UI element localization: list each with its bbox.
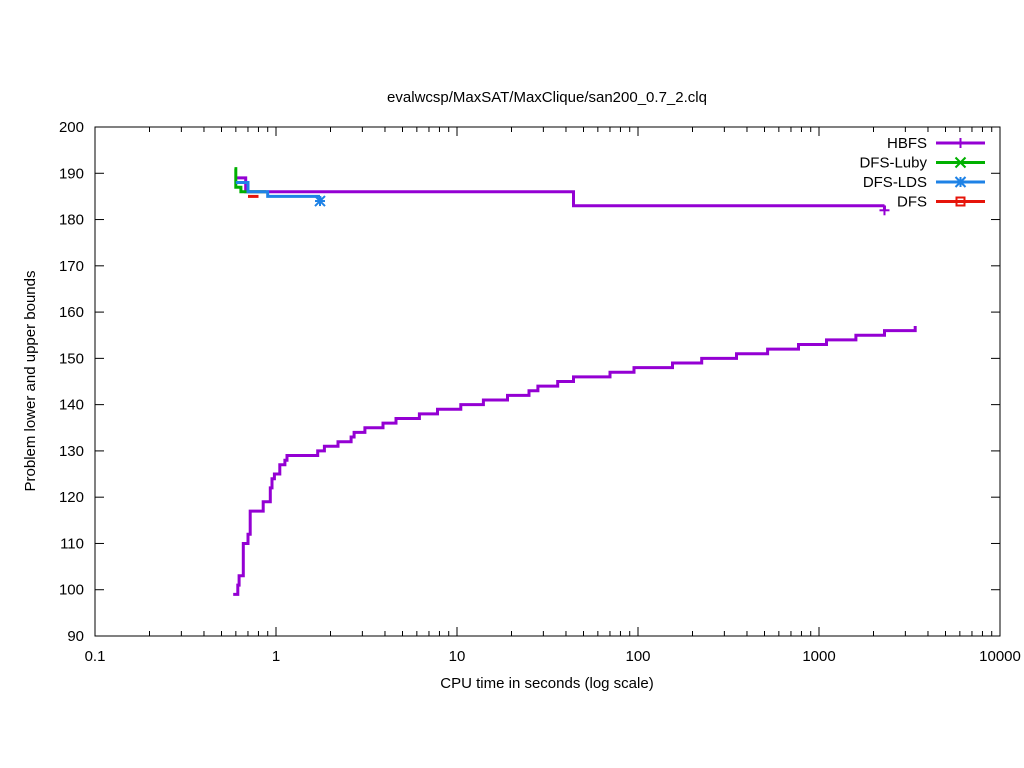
y-tick-label: 180 <box>59 212 84 229</box>
legend-marker-dfs-luby <box>954 156 967 169</box>
y-tick-label: 90 <box>67 628 84 645</box>
series-line-dfs-lds-end-marker <box>314 195 326 207</box>
marker-stroke <box>954 176 967 188</box>
x-tick-label: 1000 <box>802 648 835 665</box>
legend: HBFS DFS-Luby DFS-LDS DFS <box>859 135 985 211</box>
y-tick-label: 100 <box>59 582 84 599</box>
x-axis-label: CPU time in seconds (log scale) <box>440 675 653 692</box>
plot-lines <box>233 167 917 596</box>
legend-label-hbfs: HBFS <box>887 135 927 152</box>
marker-stroke <box>955 196 966 207</box>
legend-label-dfs-lds: DFS-LDS <box>863 174 927 191</box>
y-tick-label: 150 <box>59 350 84 367</box>
y-tick-label: 190 <box>59 165 84 182</box>
series-line-dfs-luby <box>234 167 266 194</box>
x-tick-label: 100 <box>625 648 650 665</box>
y-tick-label: 120 <box>59 489 84 506</box>
y-tick-label: 110 <box>60 535 84 552</box>
marker-stroke <box>314 195 326 207</box>
axis-ticks: 0.1 1 10 100 1000 100009010011012013014015016… <box>59 119 1021 665</box>
legend-label-dfs: DFS <box>897 194 927 211</box>
x-tick-label: 1 <box>272 648 280 665</box>
y-axis-label: Problem lower and upper bounds <box>22 271 39 492</box>
y-tick-label: 170 <box>59 258 84 275</box>
plot-frame <box>94 126 1001 637</box>
y-tick-label: 200 <box>59 119 84 136</box>
legend-marker-hbfs <box>955 138 966 148</box>
series-line-hbfs-lower <box>233 326 917 596</box>
x-tick-label: 10000 <box>979 648 1021 665</box>
chart-title: evalwcsp/MaxSAT/MaxClique/san200_0.7_2.c… <box>387 89 707 106</box>
series-line-dfs-lds <box>235 181 320 198</box>
y-tick-label: 160 <box>59 304 84 321</box>
y-tick-label: 140 <box>59 397 84 414</box>
legend-marker-dfs <box>955 196 966 207</box>
y-tick-label: 130 <box>59 443 84 460</box>
series-line-hbfs <box>235 176 885 208</box>
legend-label-dfs-luby: DFS-Luby <box>859 155 927 172</box>
x-tick-label: 0.1 <box>85 648 106 665</box>
marker-stroke <box>954 156 967 169</box>
x-tick-label: 10 <box>449 648 466 665</box>
series-line-hbfs-end-marker <box>879 205 890 216</box>
legend-marker-dfs-lds <box>954 176 967 188</box>
